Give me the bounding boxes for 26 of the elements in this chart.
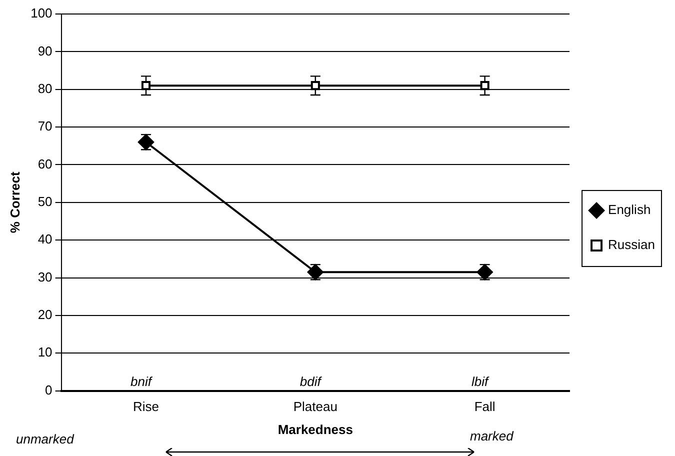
y-tick-label: 60 bbox=[38, 156, 52, 172]
point bbox=[480, 81, 490, 90]
y-tick-label: 100 bbox=[30, 6, 52, 21]
legend-label: Russian bbox=[608, 237, 655, 252]
text: unmarked bbox=[16, 432, 75, 447]
annotation: bdif bbox=[300, 374, 322, 389]
y-tick-label: 70 bbox=[38, 118, 52, 134]
x-tick-label: Fall bbox=[474, 399, 496, 414]
x-axis-title: Markedness bbox=[278, 422, 353, 437]
y-tick-label: 40 bbox=[38, 232, 52, 247]
y-tick-label: 80 bbox=[38, 80, 52, 96]
point bbox=[141, 81, 151, 90]
y-tick-label: 50 bbox=[38, 194, 52, 209]
y-tick-label: 10 bbox=[38, 344, 52, 360]
point bbox=[310, 81, 320, 90]
x-tick-label: Plateau bbox=[293, 399, 338, 414]
y-tick-label: 20 bbox=[38, 307, 52, 322]
annotation: lbif bbox=[472, 374, 490, 389]
x-tick-label: Rise bbox=[132, 399, 160, 414]
y-tick-label: 0 bbox=[45, 382, 52, 398]
y-tick-label: 30 bbox=[38, 269, 52, 284]
legend-label: English bbox=[608, 202, 651, 218]
y-tick-label: 90 bbox=[38, 43, 52, 58]
annotation: bnif bbox=[130, 374, 153, 389]
text: marked bbox=[470, 428, 514, 444]
y-axis-title: % Correct bbox=[7, 171, 22, 234]
